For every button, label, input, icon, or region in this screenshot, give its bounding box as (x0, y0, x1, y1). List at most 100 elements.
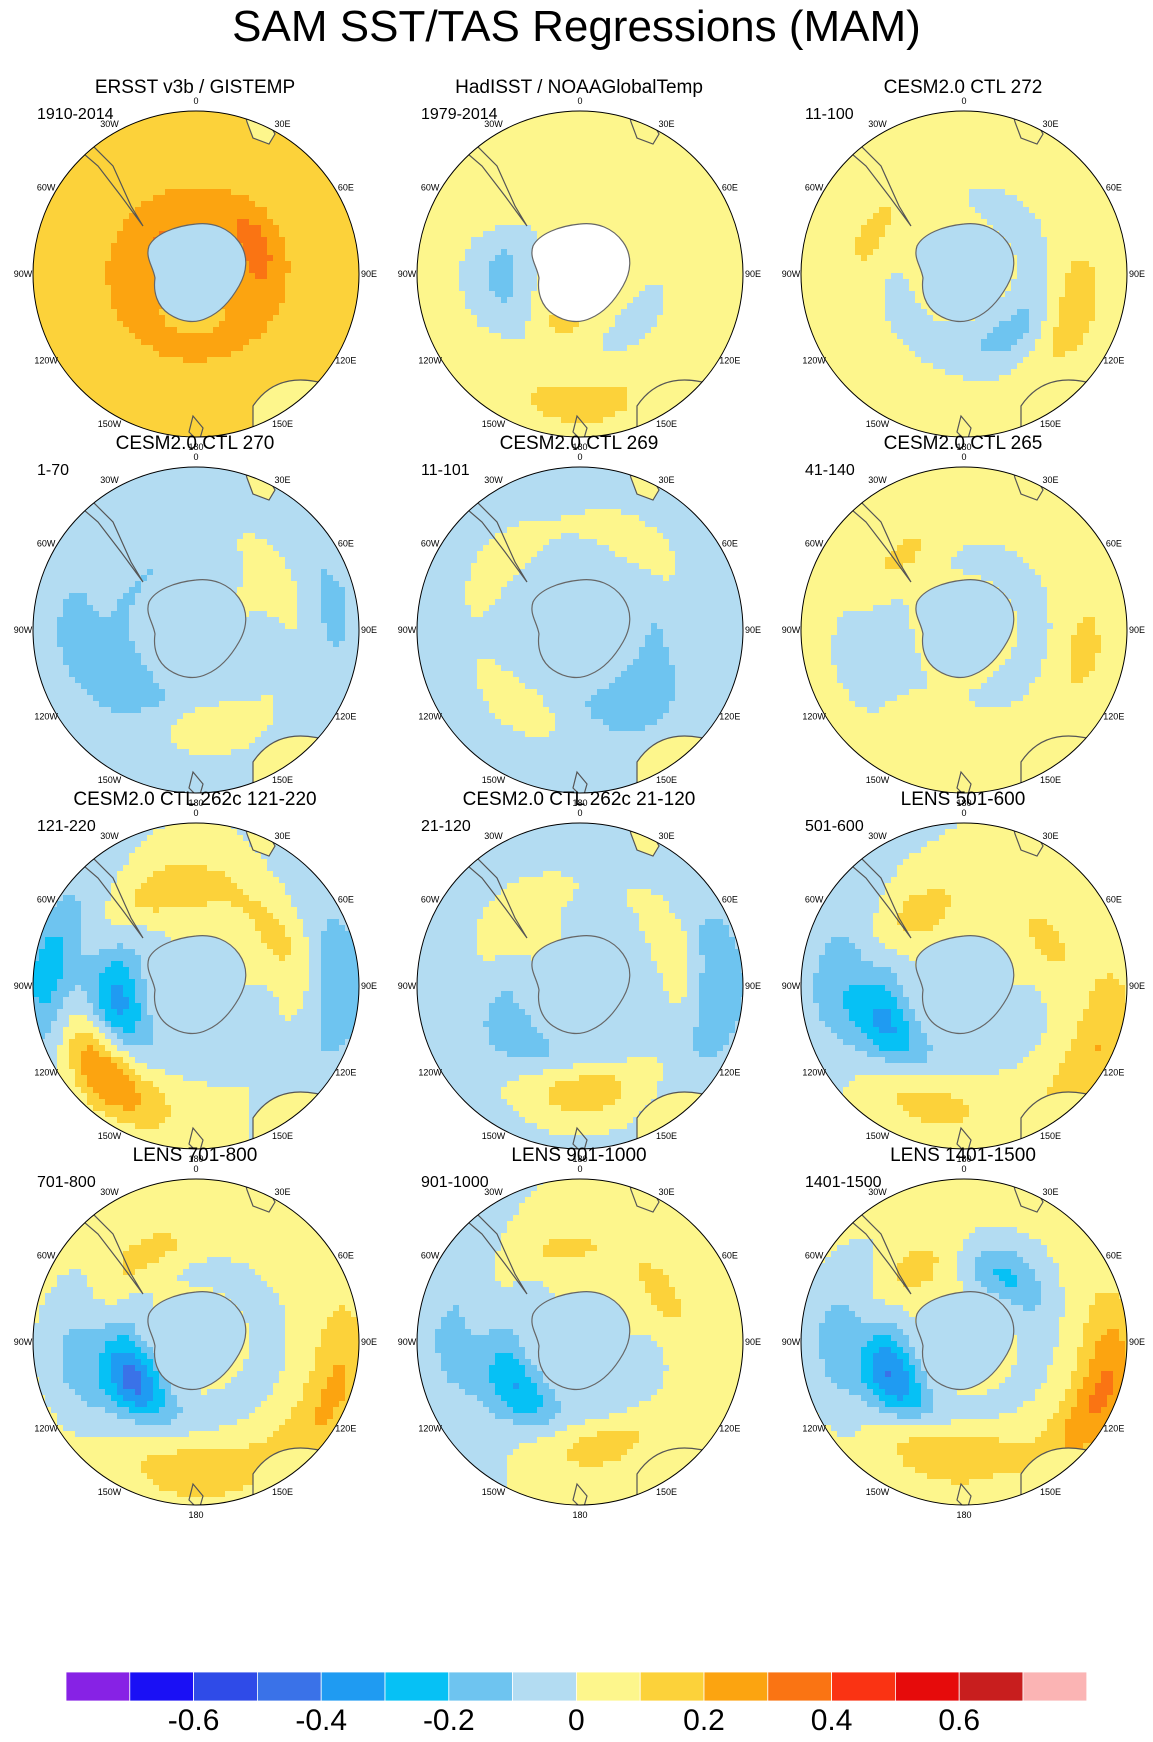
field-cell (129, 417, 136, 424)
field-cell (489, 237, 496, 244)
field-cell (315, 129, 322, 136)
field-cell (333, 261, 340, 268)
field-cell (609, 225, 616, 232)
field-cell (267, 309, 274, 316)
field-cell (195, 135, 202, 142)
field-cell (261, 303, 268, 310)
field-cell (633, 207, 640, 214)
field-cell (243, 231, 250, 238)
field-cell (531, 273, 538, 280)
field-cell (471, 219, 478, 226)
field-cell (87, 135, 94, 142)
field-cell (255, 249, 262, 256)
field-cell (585, 201, 592, 208)
field-cell (81, 357, 88, 364)
field-cell (519, 273, 526, 280)
field-cell (213, 111, 220, 118)
field-cell (525, 171, 532, 178)
field-cell (513, 147, 520, 154)
field-cell (321, 261, 328, 268)
field-cell (423, 315, 430, 322)
field-cell (435, 225, 442, 232)
longitude-label: 180 (188, 442, 203, 452)
field-cell (279, 297, 286, 304)
field-cell (201, 111, 208, 118)
field-cell (141, 207, 148, 214)
field-cell (105, 141, 112, 148)
field-cell (525, 129, 532, 136)
field-cell (711, 207, 718, 214)
field-cell (207, 201, 214, 208)
field-cell (213, 393, 220, 400)
field-cell (711, 165, 718, 172)
field-cell (75, 165, 82, 172)
field-cell (195, 363, 202, 370)
field-cell (123, 351, 130, 358)
field-cell (129, 201, 136, 208)
field-cell (717, 129, 724, 136)
field-cell (75, 183, 82, 190)
field-cell (255, 273, 262, 280)
field-cell (171, 381, 178, 388)
field-cell (429, 171, 436, 178)
field-cell (561, 195, 568, 202)
field-cell (183, 111, 190, 118)
field-cell (489, 183, 496, 190)
field-cell (447, 249, 454, 256)
field-cell (219, 189, 226, 196)
field-cell (255, 357, 262, 364)
field-cell (423, 309, 430, 316)
field-cell (267, 291, 274, 298)
field-cell (99, 303, 106, 310)
field-cell (57, 309, 64, 316)
field-cell (687, 153, 694, 160)
field-cell (357, 165, 359, 172)
field-cell (237, 159, 244, 166)
field-cell (441, 141, 448, 148)
field-cell (447, 207, 454, 214)
field-cell (465, 219, 472, 226)
field-cell (453, 129, 460, 136)
field-cell (261, 117, 268, 124)
field-cell (117, 129, 124, 136)
field-cell (69, 315, 76, 322)
field-cell (285, 213, 292, 220)
field-cell (123, 273, 130, 280)
field-cell (33, 129, 40, 136)
field-cell (621, 147, 628, 154)
field-cell (333, 141, 340, 148)
field-cell (669, 261, 676, 268)
field-cell (201, 135, 208, 142)
field-cell (483, 321, 490, 328)
field-cell (165, 333, 172, 340)
field-cell (267, 321, 274, 328)
field-cell (459, 159, 466, 166)
field-cell (189, 333, 196, 340)
field-cell (261, 189, 268, 196)
field-cell (537, 231, 544, 238)
field-cell (81, 363, 88, 370)
field-cell (69, 363, 76, 370)
field-cell (297, 201, 304, 208)
field-cell (327, 399, 334, 406)
field-cell (231, 399, 238, 406)
field-cell (345, 279, 352, 286)
field-cell (675, 189, 682, 196)
field-cell (519, 195, 526, 202)
field-cell (237, 375, 244, 382)
field-cell (45, 219, 52, 226)
field-cell (345, 249, 352, 256)
field-cell (549, 177, 556, 184)
field-cell (549, 117, 556, 124)
field-cell (99, 189, 106, 196)
field-cell (699, 279, 706, 286)
field-cell (633, 177, 640, 184)
field-cell (531, 177, 538, 184)
field-cell (39, 297, 46, 304)
field-cell (543, 321, 550, 328)
field-cell (123, 339, 130, 346)
field-cell (117, 327, 124, 334)
field-cell (63, 213, 70, 220)
field-cell (243, 249, 250, 256)
field-cell (729, 309, 736, 316)
